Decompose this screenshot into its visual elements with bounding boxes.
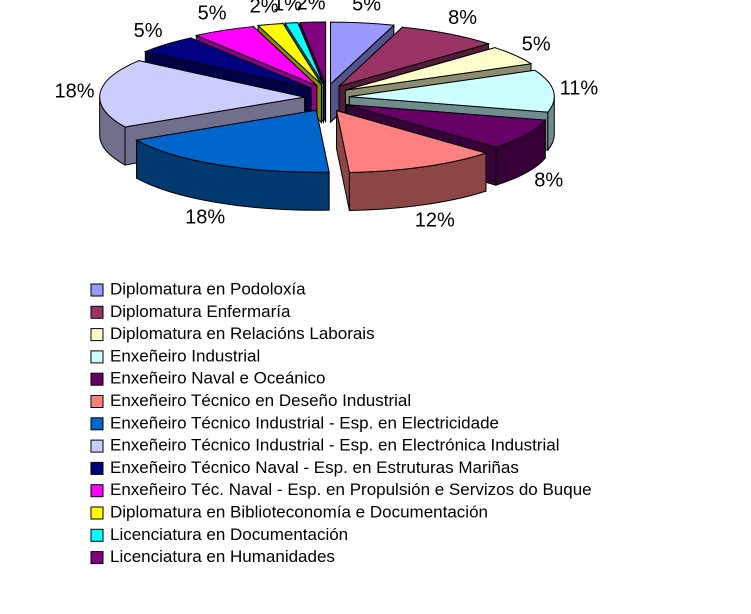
data-label: 18% (54, 80, 94, 102)
legend-swatch (90, 461, 104, 475)
slice (143, 37, 312, 89)
legend-swatch (90, 484, 104, 498)
legend-swatch (90, 395, 104, 408)
legend-label: Enxeñeiro Téc. Naval - Esp. en Propulsió… (110, 480, 592, 499)
data-label: 5% (522, 33, 551, 55)
legend-label: Diplomatura en Podoloxía (110, 279, 306, 298)
legend-label: Enxeñeiro Industrial (110, 346, 260, 365)
slice (345, 47, 533, 91)
legend-swatch (90, 350, 104, 364)
legend-swatch (90, 528, 104, 542)
data-label: 8% (534, 170, 563, 192)
slice (194, 26, 318, 86)
legend-swatch (90, 283, 104, 297)
legend-swatch (90, 305, 104, 319)
legend-swatch (90, 417, 104, 431)
legend-label: Enxeñeiro Técnico Industrial - Esp. en E… (110, 436, 559, 455)
legend-swatch (90, 439, 104, 453)
slice (284, 22, 324, 85)
legend-label: Enxeñeiro Técnico Naval - Esp. en Estrut… (110, 458, 519, 477)
slice (335, 109, 488, 174)
legend-label: Diplomatura en Relacións Laborais (110, 324, 375, 343)
slice (299, 21, 327, 85)
slice (330, 21, 396, 86)
data-label: 8% (448, 7, 477, 29)
legend-label: Licenciatura en Humanidades (110, 547, 335, 566)
slice (349, 69, 555, 113)
data-label: 5% (198, 3, 227, 25)
legend-label: Enxeñeiro Naval e Oceánico (110, 369, 325, 388)
legend-swatch (90, 506, 104, 520)
data-label: 12% (415, 209, 455, 231)
legend-label: Diplomatura Enfermaría (110, 302, 291, 321)
legend-swatch (90, 372, 104, 386)
data-label: 11% (560, 77, 599, 99)
legend-label: Licenciatura en Documentación (110, 525, 348, 544)
data-label: 2% (297, 0, 326, 14)
slice (346, 104, 547, 148)
legend-swatch (90, 551, 104, 565)
slice (338, 26, 491, 87)
data-label: 2% (250, 0, 279, 17)
data-label: 18% (185, 207, 225, 229)
data-label: 5% (352, 0, 381, 15)
slice (99, 60, 305, 128)
legend-label: Enxeñeiro Técnico Industrial - Esp. en E… (110, 413, 499, 432)
legend-label: Diplomatura en Biblioteconomía e Documen… (110, 502, 488, 521)
data-label: 5% (134, 20, 163, 42)
legend-swatch (90, 328, 104, 342)
slice (135, 109, 330, 173)
data-label: 1% (273, 0, 302, 15)
legend-label: Enxeñeiro Técnico en Deseño Industrial (110, 391, 411, 410)
slice (256, 23, 322, 85)
